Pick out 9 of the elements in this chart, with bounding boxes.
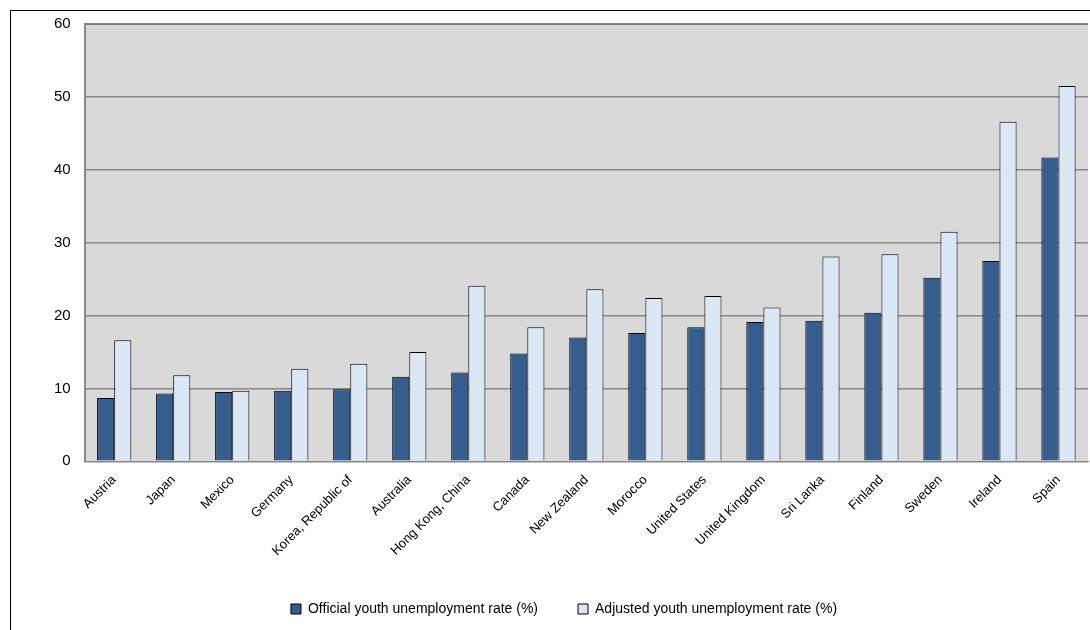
y-tick-label: 30 [54,232,71,250]
y-tick-label: 20 [54,305,71,323]
y-tick-label: 10 [54,378,71,396]
y-tick-label: 0 [62,451,71,469]
y-tick-label: 60 [54,14,71,32]
legend-label: Official youth unemployment rate (%) [307,599,539,616]
y-tick-label: 50 [54,87,71,105]
legend-label: Adjusted youth unemployment rate (%) [595,599,838,616]
y-tick-label: 40 [54,159,71,177]
